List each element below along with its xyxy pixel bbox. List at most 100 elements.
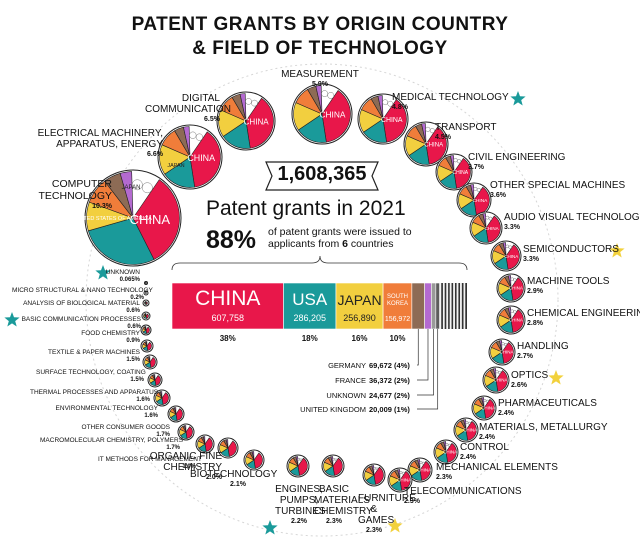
bubble-measurement-china-label: CHINA <box>320 110 346 120</box>
bubble-organic-fine-chemistry-slice-0 <box>227 440 237 457</box>
bubble-mechanical-elements: CHINA <box>407 457 433 483</box>
field-name: AUDIO VISUAL TECHNOLOGY <box>504 212 640 223</box>
bubble-mechanical-elements-china-label: CHINA <box>417 467 431 472</box>
star-semiconductors <box>609 243 625 258</box>
bubble-semiconductors-small-1 <box>508 245 512 249</box>
field-name: CHEMICAL ENGINEERING <box>527 308 640 319</box>
bubble-pharmaceuticals: CHINA <box>471 395 497 421</box>
bubble-handling-slice-5 <box>499 340 503 353</box>
bubble-food-chemistry-slice-5 <box>144 326 147 331</box>
bubble-digital-communication-slice-5 <box>239 93 247 122</box>
bubble-digital-communication: CHINA <box>216 91 276 151</box>
bar-segment-usa-value: 286,205 <box>293 313 326 323</box>
legend-name-united-kingdom: UNITED KINGDOM <box>300 405 366 414</box>
field-label-electrical-machinery-apparatus-energy: ELECTRICAL MACHINERY, APPARATUS, ENERGY 6… <box>33 128 163 159</box>
share-text-b: applicants from <box>268 238 340 250</box>
bubble-civil-engineering-small-1 <box>457 159 462 164</box>
field-name: CIVIL ENGINEERING <box>468 152 566 163</box>
bubble-it-methods-for-management <box>195 434 215 454</box>
field-label-textile-paper-machines: TEXTILE & PAPER MACHINES 1.5% <box>48 349 140 365</box>
field-label-other-consumer-goods: OTHER CONSUMER GOODS 1.7% <box>70 424 170 440</box>
field-name: MACHINE TOOLS <box>527 276 610 287</box>
bubble-telecommunications-small-0 <box>399 471 403 474</box>
bubble-electrical-machinery-apparatus-energy-small-0 <box>189 131 197 139</box>
bubble-environmental-technology-slice-5 <box>160 391 163 399</box>
bubble-civil-engineering-slice-0 <box>453 157 471 189</box>
bubble-electrical-machinery-apparatus-energy-japan-label: JAPAN <box>167 163 184 169</box>
bar-segment-other-3 <box>444 283 447 329</box>
field-pct: 2.8% <box>527 320 543 327</box>
field-pct: 6.6% <box>147 151 163 158</box>
bubble-basic-materials-chemistry <box>321 454 345 478</box>
bubble-semiconductors-small-0 <box>505 244 509 249</box>
field-name: UNKNOWN <box>105 269 140 276</box>
bubble-chemical-engineering: CHINA <box>496 305 526 335</box>
bubble-computer-technology-slice-5 <box>119 171 134 219</box>
bubble-furniture-games-small-0 <box>373 466 377 470</box>
bubble-other-special-machines-small-0 <box>473 187 478 191</box>
field-label-analysis-of-biological-material: ANALYSIS OF BIOLOGICAL MATERIAL 0.6% <box>22 300 140 316</box>
field-label-other-special-machines: OTHER SPECIAL MACHINES 3.6% <box>490 180 625 200</box>
field-pct: 0.2% <box>130 295 144 301</box>
field-pct: 1.7% <box>166 445 180 451</box>
field-pct: 2.2% <box>291 518 307 525</box>
bar-segment-other-2 <box>442 283 445 329</box>
field-label-organic-fine-chemistry: ORGANIC FINE CHEMISTRY 2.0% <box>138 451 222 482</box>
field-name: ENGINES, PUMPS, TURBINES <box>275 484 326 517</box>
field-label-medical-technology: MEDICAL TECHNOLOGY 4.8% <box>392 92 509 112</box>
bubble-semiconductors: CHINA <box>490 240 522 272</box>
field-pct: 2.4% <box>479 434 495 441</box>
bubble-other-special-machines-small-1 <box>476 188 481 192</box>
bubble-basic-communication-processes <box>141 311 151 321</box>
bubble-surface-technology-coating <box>142 354 158 370</box>
field-pct: 3.3% <box>504 224 520 231</box>
bubble-computer-technology-small-1 <box>142 182 153 194</box>
field-label-digital-communication: DIGITAL COMMUNICATION 6.5% <box>145 93 231 124</box>
legend-line-unknown <box>417 329 434 396</box>
legend-line-germany <box>417 329 419 366</box>
bubble-semiconductors-slice-0 <box>505 244 520 270</box>
bar-segment-japan <box>335 282 384 330</box>
field-pct: 2.7% <box>517 353 533 360</box>
bubble-audio-visual-technology-small-1 <box>488 216 493 221</box>
bubble-medical-technology-slice-0 <box>382 99 407 143</box>
bubble-it-methods-for-management-slice-5 <box>203 436 206 445</box>
field-name: ANALYSIS OF BIOLOGICAL MATERIAL <box>23 300 140 307</box>
bubble-measurement-slice-0 <box>321 90 351 143</box>
bubble-audio-visual-technology: CHINA <box>469 211 503 245</box>
bubble-mechanical-elements-slice-0 <box>419 460 431 481</box>
field-label-transport: TRANSPORT 4.5% <box>435 122 497 142</box>
legend-value-unknown: 24,677 (2%) <box>369 391 410 400</box>
field-label-it-methods-for-management: IT METHODS FOR MANAGEMENT 1.9% <box>98 456 202 472</box>
ring-arc <box>85 63 559 537</box>
bar-segment-other-1 <box>441 283 443 329</box>
bubble-machine-tools-china-label: CHINA <box>509 286 523 291</box>
bubble-semiconductors-slice-5 <box>502 242 507 257</box>
bubble-materials-metallurgy-slice-5 <box>463 419 467 431</box>
field-name: TEXTILE & PAPER MACHINES <box>48 349 140 356</box>
bar-segment-united-kingdom <box>435 282 440 330</box>
bubble-digital-communication-small-0 <box>245 98 252 105</box>
bubble-other-special-machines-china-label: CHINA <box>473 198 489 204</box>
bar-segment-other-6 <box>449 283 452 329</box>
legend-line-united-kingdom <box>417 329 439 410</box>
field-name: MATERIALS, METALLURGY <box>479 422 608 433</box>
field-name: BASIC MATERIALS CHEMISTRY <box>314 484 373 517</box>
bar-segment-france <box>424 282 432 330</box>
bubble-control-slice-0 <box>445 442 457 463</box>
field-name: TRANSPORT <box>435 122 497 133</box>
bar-segment-japan-name: JAPAN <box>337 292 381 308</box>
field-pct: 2.4% <box>498 410 514 417</box>
bubble-control-slice-5 <box>443 441 447 453</box>
star-basic-communication-processes <box>4 312 20 327</box>
bubble-computer-technology-slice-1 <box>87 217 155 265</box>
field-pct: 3.7% <box>468 164 484 171</box>
bubble-optics-china-label: CHINA <box>494 378 508 383</box>
field-label-basic-communication-processes: BASIC COMMUNICATION PROCESSES 0.6% <box>13 316 141 332</box>
bubble-handling: CHINA <box>488 338 516 366</box>
bubble-optics-small-1 <box>498 371 502 374</box>
field-label-chemical-engineering: CHEMICAL ENGINEERING 2.8% <box>527 308 640 328</box>
bubble-pharmaceuticals-slice-0 <box>483 398 495 419</box>
